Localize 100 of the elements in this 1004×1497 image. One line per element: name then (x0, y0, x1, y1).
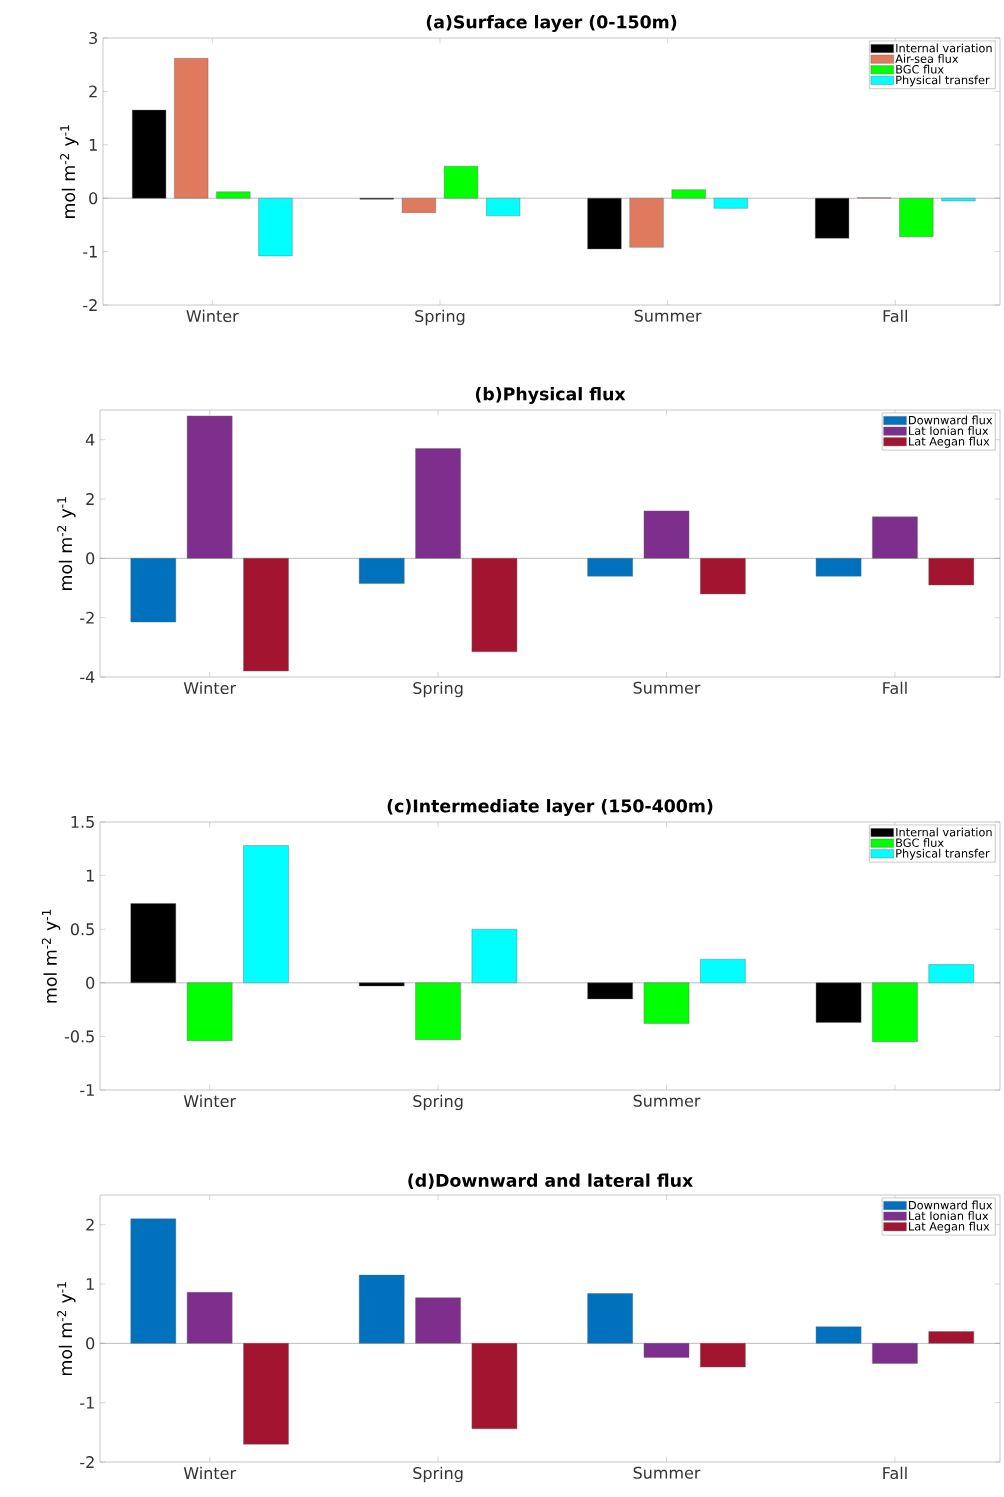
y-tick-label: -1 (80, 1084, 94, 1096)
legend-label: Lat Aegan flux (909, 1221, 990, 1233)
bar (815, 1326, 862, 1344)
y-tick-label: -0.5 (64, 1030, 94, 1043)
x-tick-label: Summer (633, 1466, 701, 1479)
bar (941, 198, 976, 202)
y-tick-label: 0 (89, 192, 98, 205)
bar (415, 448, 461, 559)
chart-title: (b)Physical flux (475, 387, 626, 404)
bar (928, 964, 975, 984)
y-tick-label: 1.5 (71, 816, 94, 828)
y-tick-label: 0 (86, 976, 95, 989)
y-tick-label: -2 (80, 1456, 94, 1468)
x-tick-label: Summer (633, 1094, 701, 1107)
bar (643, 510, 690, 559)
y-tick-label: 2 (86, 1218, 94, 1231)
bar (928, 1331, 975, 1344)
y-tick-label: -2 (83, 299, 97, 311)
bar (872, 516, 918, 559)
x-tick-label: Summer (634, 309, 702, 322)
bar (186, 1292, 233, 1344)
bar (872, 1343, 918, 1364)
y-tick-label: 1 (86, 869, 94, 882)
bar (443, 165, 479, 199)
y-tick-label: -1 (80, 1396, 94, 1409)
x-tick-label: Winter (183, 681, 237, 695)
bar (471, 558, 518, 652)
bar (358, 982, 405, 987)
legend-label: Internal variation (896, 43, 992, 53)
legend-label: Physical transfer (896, 75, 990, 87)
x-tick-label: Fall (883, 309, 908, 323)
x-tick-label: Fall (883, 681, 907, 695)
bar (243, 845, 289, 984)
bar (815, 198, 850, 239)
bar (415, 982, 461, 1040)
bar (401, 198, 436, 213)
bar (629, 198, 664, 248)
y-tick-label: 4 (85, 433, 95, 446)
bar (700, 959, 746, 984)
bar (132, 109, 167, 199)
legend-label: Air-sea flux (895, 54, 959, 63)
bar (713, 198, 748, 209)
y-tick-label: 1 (86, 1278, 94, 1290)
y-axis-title: mol m$^{-2}$ y$^{-1}$ (57, 1282, 76, 1375)
bar (872, 982, 918, 1042)
legend-label: Physical transfer (896, 848, 990, 860)
x-tick-label: Fall (883, 1466, 907, 1480)
y-tick-label: -2 (80, 611, 94, 624)
bar (587, 198, 622, 250)
bar (186, 982, 233, 1041)
x-tick-label: Spring (415, 309, 465, 326)
bar (815, 558, 862, 577)
bar (700, 558, 746, 595)
y-tick-label: 2 (86, 493, 94, 505)
legend-label: Lat Ionian flux (909, 1211, 989, 1221)
bar (358, 1274, 405, 1344)
y-axis-title: mol m$^{-2}$ y$^{-1}$ (60, 125, 79, 218)
y-tick-label: -1 (83, 245, 97, 258)
bar (415, 1297, 461, 1344)
y-axis-title: mol m$^{-2}$ y$^{-1}$ (57, 497, 76, 590)
y-tick-label: -4 (80, 671, 95, 683)
chart-title: (c)Intermediate layer (150-400m) (387, 799, 713, 816)
x-tick-label: Summer (633, 681, 701, 694)
bar (243, 1343, 289, 1445)
bar (130, 558, 177, 623)
y-tick-label: 0 (86, 1337, 95, 1350)
bar (486, 198, 521, 217)
legend-label: BGC flux (896, 64, 944, 74)
bar (471, 929, 518, 984)
bar (358, 558, 405, 584)
bar (643, 1343, 690, 1358)
bar (130, 1218, 177, 1344)
bar (174, 58, 209, 199)
bar (587, 1293, 633, 1344)
bar (700, 1343, 746, 1368)
chart-title: (a)Surface layer (0-150m) (426, 15, 677, 32)
bar (258, 198, 293, 257)
x-tick-label: Winter (183, 1094, 237, 1108)
y-tick-label: 3 (89, 31, 97, 45)
x-tick-label: Spring (413, 681, 463, 698)
bar (130, 903, 177, 984)
y-axis-title: mol m$^{-2}$ y$^{-1}$ (41, 909, 61, 1003)
bar (899, 198, 934, 237)
y-tick-label: 1 (89, 138, 97, 151)
bar (587, 558, 633, 577)
legend-label: Lat Ionian flux (909, 426, 989, 435)
legend-label: Lat Aegan flux (909, 436, 990, 448)
bar (643, 982, 690, 1024)
bar (216, 191, 251, 199)
legend-label: Internal variation (896, 827, 992, 837)
x-tick-label: Spring (413, 1094, 463, 1111)
bar (815, 982, 862, 1023)
x-tick-label: Winter (183, 1466, 237, 1480)
bar (671, 189, 706, 199)
y-tick-label: 2 (89, 85, 97, 98)
chart-title: (d)Downward and lateral flux (408, 1173, 693, 1189)
legend-label: BGC flux (896, 838, 944, 848)
y-tick-label: 0.5 (70, 923, 94, 936)
legend-label: Downward flux (909, 1200, 993, 1210)
y-tick-label: 0 (86, 552, 95, 565)
